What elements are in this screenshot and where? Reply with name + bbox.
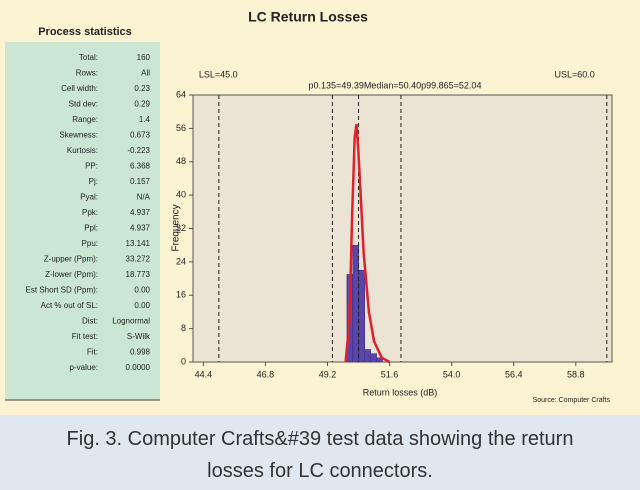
y-tick-label: 8 [181,323,186,333]
stat-value: 160 [137,53,151,62]
stat-label: Pj: [89,177,98,186]
stat-value: -0.223 [127,146,150,155]
stat-label: Dist: [82,317,98,326]
stat-label: Range: [72,115,98,124]
stat-value: 6.368 [130,162,151,171]
stat-value: 0.157 [130,177,151,186]
spec-label: LSL=45.0 [199,69,238,79]
stat-value: 13.141 [126,239,151,248]
stat-value: 4.937 [130,208,151,217]
caption: Fig. 3. Computer Crafts&#39 test data sh… [66,428,574,482]
stat-label: Pyal: [80,193,98,202]
stat-label: Total: [79,53,98,62]
stat-label: Est Short SD (Ppm): [26,286,98,295]
bar [358,269,365,363]
stats-title: Process statistics [38,26,132,38]
stat-value: Lognormal [112,317,150,326]
stat-label: Act % out of SL: [41,301,98,310]
stat-label: Std dev: [69,100,98,109]
spec-label: USL=60.0 [555,69,595,79]
y-tick-label: 56 [176,123,186,133]
stat-value: 33.272 [126,255,151,264]
x-tick-label: 49.2 [319,369,337,379]
stat-label: PP: [85,162,98,171]
x-tick-label: 56.4 [505,369,523,379]
stat-value: 0.00 [134,301,150,310]
stat-value: 0.0000 [126,363,151,372]
bar [370,353,377,363]
stat-label: Kurtosis: [67,146,98,155]
stats-panel [5,42,160,400]
y-tick-label: 24 [176,256,186,266]
bar [376,357,383,363]
percentile-label: p0.135=49.39Median=50.40p99.865=52.04 [309,80,482,90]
stat-label: Skewness: [59,131,98,140]
stat-value: 0.00 [134,286,150,295]
y-tick-label: 16 [176,290,186,300]
x-tick-label: 44.4 [195,369,213,379]
x-tick-label: 54.0 [443,369,461,379]
stat-value: 0.29 [134,100,150,109]
stat-label: Rows: [76,69,98,78]
caption-box: Fig. 3. Computer Crafts&#39 test data sh… [0,415,640,490]
stat-value: 0.23 [134,84,150,93]
stat-label: Ppk: [82,208,98,217]
stat-value: N/A [137,193,151,202]
stat-value: S-Wilk [127,332,151,341]
x-tick-label: 58.8 [567,369,585,379]
stat-value: 18.773 [126,270,151,279]
stat-label: Z-lower (Ppm): [45,270,98,279]
y-tick-label: 0 [181,356,186,366]
bar [352,244,360,363]
stat-value: 0.998 [130,348,151,357]
stat-value: All [141,69,150,78]
stat-label: Z-upper (Ppm): [44,255,98,264]
stat-label: Ppl: [84,224,98,233]
stat-label: p-value: [70,363,98,372]
x-tick-label: 46.8 [257,369,275,379]
y-tick-label: 40 [176,190,186,200]
chart-title: LC Return Losses [248,9,368,25]
x-axis-title: Return losses (dB) [363,387,438,397]
chart: Process statistics LC Return Losses Freq… [5,9,613,404]
stat-label: Fit: [87,348,98,357]
stat-value: 4.937 [130,224,151,233]
stat-label: Cell width: [61,84,98,93]
fit-curve [344,124,391,364]
plot-area [192,94,613,363]
x-tick-label: 51.6 [381,369,399,379]
y-tick-label: 32 [176,223,186,233]
bar [364,349,371,363]
y-tick-label: 64 [176,89,186,99]
y-tick-label: 48 [176,156,186,166]
stat-value: 0.673 [130,131,151,140]
stat-label: Ppu: [82,239,98,248]
stat-value: 1.4 [139,115,151,124]
source: Source: Computer Crafts [533,397,611,404]
stat-label: Fit test: [72,332,98,341]
y-axis-title: Frequency [171,204,182,251]
